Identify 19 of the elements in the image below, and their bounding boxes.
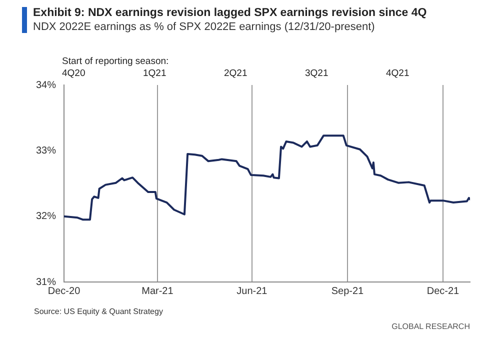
x-tick-label: Mar-21: [142, 286, 174, 297]
x-tick-label: Sep-21: [331, 286, 364, 297]
text: 3Q21: [305, 68, 328, 79]
text: 2Q21: [224, 68, 248, 79]
chart-subtitle: NDX 2022E earnings as % of SPX 2022E earnings (12/31/20-present): [33, 21, 375, 33]
y-tick-label: 33%: [36, 145, 56, 156]
x-tick-label: Jun-21: [236, 286, 268, 297]
x-tick-label: Dec-20: [48, 286, 81, 297]
text: 4Q21: [386, 68, 410, 79]
source-note: Source: US Equity & Quant Strategy: [34, 307, 163, 316]
y-tick-label: 32%: [36, 211, 56, 222]
y-tick-label: 31%: [36, 276, 56, 288]
text: 1Q21: [143, 68, 166, 79]
y-tick-label: 34%: [36, 80, 56, 91]
x-tick-label: Dec-21: [426, 286, 460, 297]
text: Start of reporting season:: [62, 56, 169, 67]
text: 4Q20: [62, 68, 86, 79]
chart-title: Exhibit 9: NDX earnings revision lagged SPX earnings revision since 4Q: [33, 7, 427, 19]
text: GLOBAL RESEARCH: [392, 322, 470, 331]
